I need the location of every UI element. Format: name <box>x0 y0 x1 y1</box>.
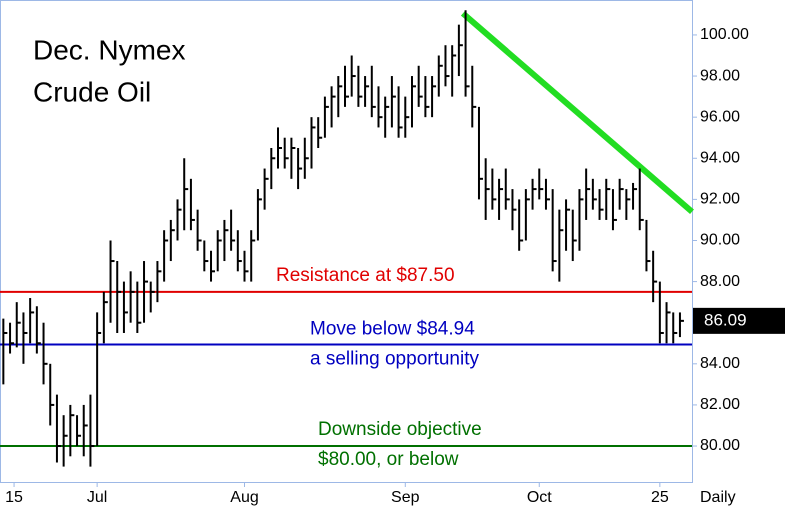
x-tick-label: 25 <box>651 489 669 506</box>
level-label: Downside objective <box>318 419 482 440</box>
plot-frame <box>0 0 693 483</box>
chart-title: Crude Oil <box>33 76 151 107</box>
y-tick-label: 94.00 <box>700 149 740 166</box>
x-tick-label: Sep <box>391 489 420 506</box>
level-label: Move below $84.94 <box>310 319 475 340</box>
chart-title: Dec. Nymex <box>33 34 185 65</box>
y-tick-label: 100.00 <box>700 26 749 43</box>
y-tick-label: 90.00 <box>700 232 740 249</box>
periodicity-label: Daily <box>700 489 736 506</box>
y-tick-label: 82.00 <box>700 396 740 413</box>
y-tick-label: 80.00 <box>700 437 740 454</box>
last-price-box <box>693 307 785 334</box>
x-tick-label: Jul <box>87 489 107 506</box>
y-tick-label: 96.00 <box>700 108 740 125</box>
level-label: Resistance at $87.50 <box>276 265 455 286</box>
y-tick-label: 84.00 <box>700 355 740 372</box>
x-tick-label: Aug <box>230 489 258 506</box>
trend-line <box>460 11 694 214</box>
last-price-label: 86.09 <box>704 310 747 329</box>
x-tick-label: 15 <box>5 489 23 506</box>
level-label: $80.00, or below <box>318 449 459 470</box>
x-tick-label: Oct <box>527 489 552 506</box>
level-label: a selling opportunity <box>310 349 479 370</box>
y-tick-label: 92.00 <box>700 191 740 208</box>
y-tick-label: 88.00 <box>700 273 740 290</box>
y-tick-label: 98.00 <box>700 67 740 84</box>
